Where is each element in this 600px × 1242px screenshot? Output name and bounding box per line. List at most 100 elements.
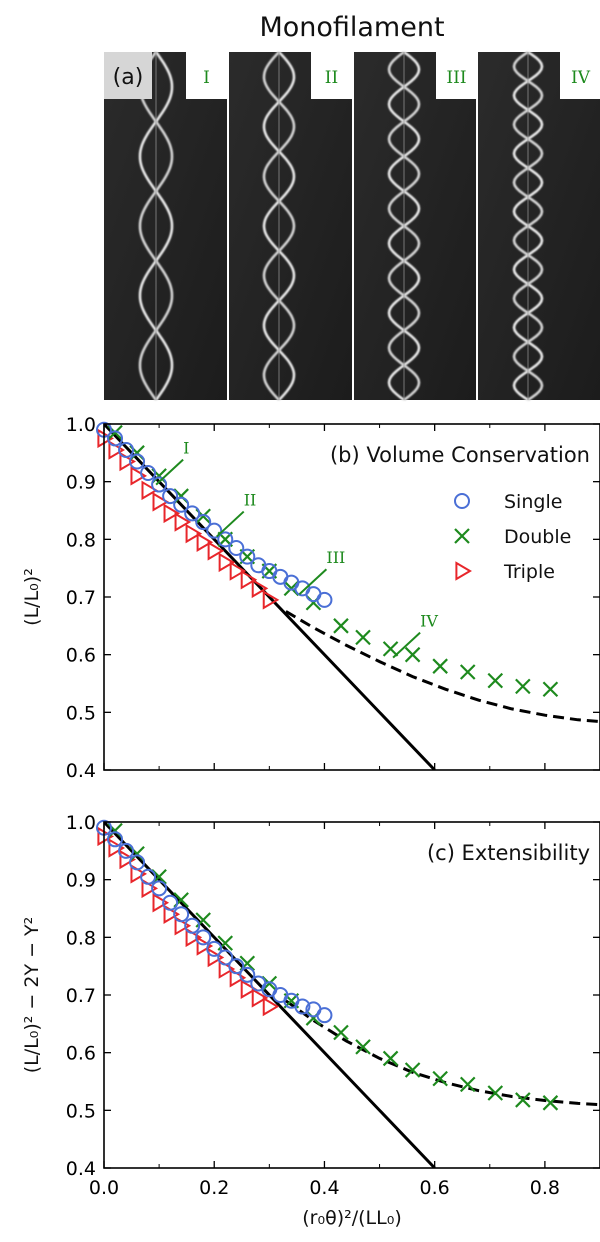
data-point-triple — [174, 512, 192, 532]
annotation-label: III — [326, 548, 345, 567]
data-point-single — [129, 854, 146, 871]
data-point-single — [228, 958, 245, 975]
data-point-double — [333, 1024, 349, 1041]
frame-label: III — [446, 68, 466, 88]
data-point-triple — [97, 428, 114, 449]
plot-frame — [103, 821, 600, 1169]
data-point-double — [459, 1076, 476, 1093]
legend-label: Triple — [503, 561, 555, 583]
legend: Single Double Triple — [454, 491, 571, 583]
theory-dashed-line — [285, 610, 600, 724]
data-point-double — [355, 629, 371, 646]
data-point-single — [107, 430, 124, 447]
y-tick-label: 0.7 — [66, 985, 96, 1007]
annotation-leader — [155, 458, 184, 486]
legend-label: Single — [504, 491, 562, 513]
y-tick-label: 0.5 — [66, 1100, 96, 1122]
data-point-double — [404, 646, 421, 663]
data-point-single — [151, 880, 168, 897]
x-tick-label: 0.6 — [420, 1177, 450, 1199]
photo-frame: IV — [478, 50, 600, 402]
photo-frame: I — [104, 51, 227, 401]
plot-frame — [103, 423, 600, 771]
data-point-single — [239, 966, 256, 983]
data-point-single — [107, 831, 124, 848]
photo-frame: III — [354, 50, 477, 402]
x-axis-label: (r₀θ)²/(LL₀) — [302, 1207, 402, 1229]
data-point-single — [239, 548, 256, 565]
data-point-triple — [262, 996, 280, 1017]
data-point-double — [432, 1070, 448, 1087]
legend-marker — [454, 493, 470, 509]
y-tick-label: 0.9 — [66, 870, 96, 892]
data-point-triple — [152, 492, 170, 512]
volume-conservation-chart: 0.4 0.5 0.6 0.7 0.8 0.9 1.0 (b) Volume Conserva… — [21, 414, 600, 782]
annotation-label: II — [244, 491, 257, 510]
y-tick-label: 0.4 — [66, 760, 96, 782]
data-point-triple — [108, 838, 125, 858]
data-point-triple — [240, 569, 258, 590]
annotation-label: IV — [420, 612, 438, 631]
data-point-double — [515, 678, 531, 695]
data-point-triple — [207, 947, 225, 968]
photo-panel: I II III IV(a) — [104, 50, 600, 402]
data-point-single — [173, 906, 190, 923]
data-point-single — [118, 842, 135, 859]
y-axis-label: (L/L₀)² − 2Y − Y² — [21, 917, 43, 1074]
data-point-triple — [152, 892, 170, 913]
y-tick-label: 0.6 — [66, 645, 96, 667]
series-single — [96, 819, 333, 1024]
data-point-single — [206, 522, 223, 539]
data-point-double — [382, 641, 399, 657]
y-tick-label: 0.4 — [66, 1158, 96, 1180]
panel-a-label: (a) — [113, 65, 144, 90]
data-point-double — [333, 618, 349, 634]
data-point-double — [542, 681, 559, 698]
x-tick-label: 0.0 — [89, 1177, 119, 1199]
data-point-double — [487, 1085, 504, 1101]
annotation-leader — [298, 568, 328, 595]
data-point-double — [542, 1095, 559, 1111]
data-point-single — [173, 496, 190, 513]
data-point-single — [195, 514, 212, 531]
annotation-leader — [392, 631, 421, 659]
data-point-triple — [119, 849, 137, 870]
x-tick-label: 0.4 — [309, 1177, 339, 1199]
data-point-triple — [240, 979, 258, 999]
data-point-triple — [229, 561, 247, 581]
data-point-single — [140, 868, 157, 885]
frame-label: I — [203, 68, 210, 88]
x-tick-label: 0.8 — [530, 1177, 560, 1199]
data-point-single — [118, 441, 135, 458]
annotation-label: I — [183, 439, 189, 458]
data-point-triple — [196, 532, 214, 552]
data-point-single — [162, 488, 179, 505]
data-point-single — [217, 949, 234, 966]
data-point-single — [217, 531, 234, 548]
legend-label: Double — [504, 526, 571, 548]
series-double — [107, 822, 559, 1111]
data-point-triple — [97, 826, 114, 847]
y-tick-label: 0.6 — [66, 1043, 96, 1065]
y-axis-label: (L/L₀)² — [21, 568, 43, 626]
y-tick-label: 0.7 — [66, 587, 96, 609]
annotation-leader — [216, 510, 245, 538]
data-point-single — [294, 998, 311, 1015]
data-point-triple — [196, 936, 214, 956]
legend-marker — [455, 561, 472, 581]
data-point-single — [140, 465, 157, 482]
data-point-single — [129, 453, 146, 470]
extensibility-chart: 0.0 0.2 0.4 0.6 0.8 0.4 0.5 0.6 0.7 0.8 0.9 1.0 (c) … — [21, 812, 600, 1229]
data-point-double — [432, 658, 448, 674]
data-point-single — [206, 940, 223, 957]
data-point-single — [195, 929, 212, 946]
data-point-triple — [141, 480, 159, 501]
legend-marker — [454, 528, 470, 544]
x-tick-label: 0.2 — [199, 1177, 229, 1199]
data-point-single — [316, 1007, 333, 1024]
data-point-double — [459, 664, 476, 680]
frame-label: II — [325, 68, 338, 88]
data-point-triple — [130, 466, 148, 486]
